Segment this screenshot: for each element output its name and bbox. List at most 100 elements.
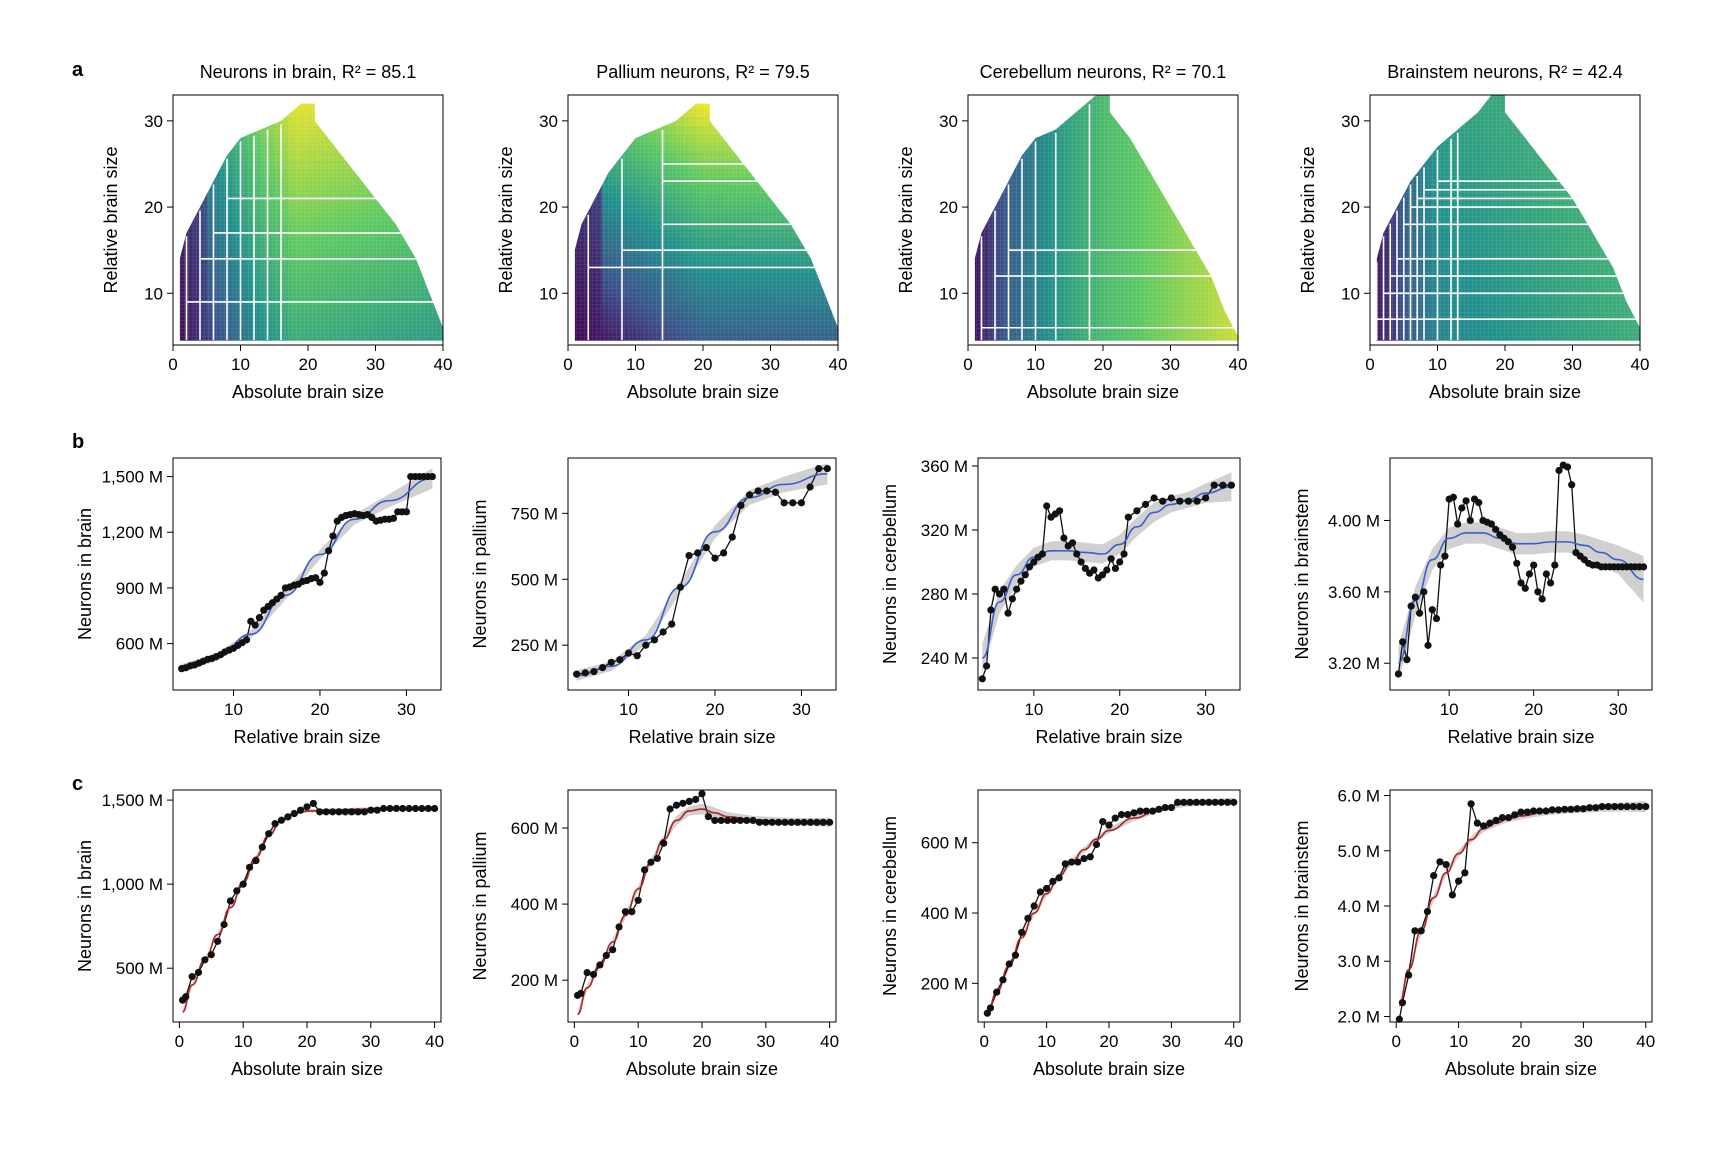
chart-a3-tile bbox=[1001, 133, 1010, 144]
chart-a1-tile bbox=[213, 151, 221, 161]
chart-a4-tile bbox=[1606, 142, 1614, 152]
chart-a1-tile bbox=[409, 107, 417, 118]
chart-b2-point bbox=[650, 636, 659, 644]
chart-a1-tile bbox=[200, 116, 208, 126]
chart-a3-tile bbox=[1224, 202, 1232, 212]
chart-a4-tile bbox=[1559, 151, 1567, 161]
chart-a2-tile bbox=[601, 151, 610, 161]
chart-b2-point bbox=[668, 620, 676, 628]
chart-a2-tile bbox=[763, 159, 772, 169]
chart-c1-point bbox=[239, 880, 247, 888]
chart-a3-tile bbox=[1001, 116, 1010, 126]
chart-a2-tile bbox=[831, 185, 838, 195]
chart-a4-tile bbox=[1457, 99, 1466, 109]
chart-a4-tile bbox=[1586, 116, 1594, 126]
chart-b4-point bbox=[1428, 606, 1436, 614]
chart-a2-tile bbox=[750, 116, 758, 126]
chart-a2-tile bbox=[581, 116, 589, 126]
chart-a4-tile bbox=[1579, 185, 1587, 195]
chart-b1-point bbox=[251, 621, 259, 629]
chart-a3-tile bbox=[1001, 107, 1010, 118]
chart-a4-tile bbox=[1572, 168, 1580, 178]
chart-a1-tile bbox=[436, 220, 443, 230]
chart-c1-point bbox=[245, 863, 254, 871]
chart-a4-tile bbox=[1532, 116, 1540, 126]
chart-a3-tile bbox=[1231, 237, 1238, 247]
chart-b2-point bbox=[745, 491, 754, 499]
chart-a2-tile bbox=[601, 159, 610, 169]
chart-a4-tile bbox=[1545, 142, 1553, 152]
chart-b3-ylabel: Neurons in cerebellum bbox=[880, 484, 900, 664]
chart-a1-tile bbox=[409, 125, 417, 135]
chart-a4-tile bbox=[1579, 194, 1587, 204]
chart-a2-tile bbox=[770, 151, 778, 161]
chart-b2-point bbox=[581, 669, 589, 677]
chart-a1-tile bbox=[328, 116, 336, 126]
chart-a4-tile bbox=[1606, 228, 1614, 238]
chart-a2-tile bbox=[824, 116, 832, 126]
chart-a4-tile bbox=[1619, 220, 1628, 230]
chart-a4-tile bbox=[1606, 133, 1614, 144]
chart-a1-tile bbox=[314, 107, 323, 118]
chart-b3-point bbox=[1184, 497, 1193, 505]
chart-a4-tile bbox=[1572, 99, 1580, 109]
chart-a3-tile bbox=[1231, 133, 1238, 144]
chart-a3-tile bbox=[1143, 133, 1151, 144]
chart-a1-tile bbox=[416, 176, 424, 187]
chart-a4-tile bbox=[1397, 116, 1405, 126]
chart-a4-tile bbox=[1592, 176, 1601, 187]
chart-a1-tile bbox=[409, 151, 417, 161]
chart-a2-tile bbox=[635, 107, 643, 118]
chart-a4-tile bbox=[1633, 194, 1640, 204]
chart-a2-tile bbox=[743, 133, 751, 144]
chart-c1-point bbox=[233, 887, 241, 895]
chart-a3-tile bbox=[1008, 116, 1016, 126]
chart-a1-tile bbox=[382, 151, 390, 161]
chart-a2-tiles bbox=[574, 103, 838, 341]
chart-a4-tile bbox=[1633, 297, 1640, 307]
chart-a2-tile bbox=[642, 116, 650, 126]
chart-a2-tile bbox=[831, 133, 838, 144]
chart-b2-data-line bbox=[576, 467, 828, 675]
chart-a4-tile bbox=[1619, 151, 1628, 161]
chart-a2-tile bbox=[716, 116, 724, 126]
chart-a1-tile bbox=[233, 107, 242, 118]
chart-a4-tile bbox=[1437, 116, 1445, 126]
chart-b3-point bbox=[1073, 550, 1081, 558]
chart-a1-tile bbox=[368, 159, 377, 169]
chart-a1-tile bbox=[355, 151, 363, 161]
chart-a2-tile bbox=[831, 297, 838, 307]
chart-a2-tile bbox=[757, 125, 765, 135]
chart-a1-tile bbox=[213, 142, 221, 152]
chart-c1-xtick-label: 20 bbox=[298, 1032, 317, 1051]
chart-a2-tile bbox=[608, 151, 616, 161]
chart-a3-tile bbox=[1211, 168, 1219, 178]
chart-a3-tile bbox=[981, 185, 989, 195]
chart-a1-tile bbox=[436, 280, 443, 290]
chart-a2-tile bbox=[831, 228, 838, 238]
chart-b2-point bbox=[573, 670, 581, 678]
chart-b3-frame bbox=[977, 457, 1241, 691]
chart-a3-tile bbox=[1170, 194, 1178, 204]
chart-a3-tile bbox=[981, 116, 989, 126]
chart-a3-tile bbox=[1143, 142, 1151, 152]
chart-b2-ytick-label: 500 M bbox=[511, 570, 558, 589]
chart-a4-tile bbox=[1525, 116, 1533, 126]
chart-a2-tile bbox=[797, 176, 805, 187]
chart-a4-tile bbox=[1532, 133, 1540, 144]
chart-a4-tile bbox=[1619, 254, 1628, 264]
chart-a1-tile bbox=[355, 107, 363, 118]
chart-a2-tile bbox=[831, 116, 838, 126]
chart-a1-tile bbox=[193, 103, 201, 109]
chart-a2-xtick-label: 30 bbox=[761, 355, 780, 374]
chart-a2-tile bbox=[790, 211, 799, 221]
chart-a3-tile bbox=[1204, 220, 1212, 230]
chart-b2-xtick-label: 20 bbox=[706, 700, 725, 719]
chart-a2-tile bbox=[763, 142, 772, 152]
chart-a3-tile bbox=[1184, 220, 1192, 230]
chart-a1-tile bbox=[382, 103, 390, 109]
chart-a1-tile bbox=[409, 116, 417, 126]
chart-a3-tile bbox=[1062, 99, 1070, 109]
chart-a1-tile bbox=[348, 103, 356, 109]
chart-a4-tile bbox=[1424, 99, 1432, 109]
